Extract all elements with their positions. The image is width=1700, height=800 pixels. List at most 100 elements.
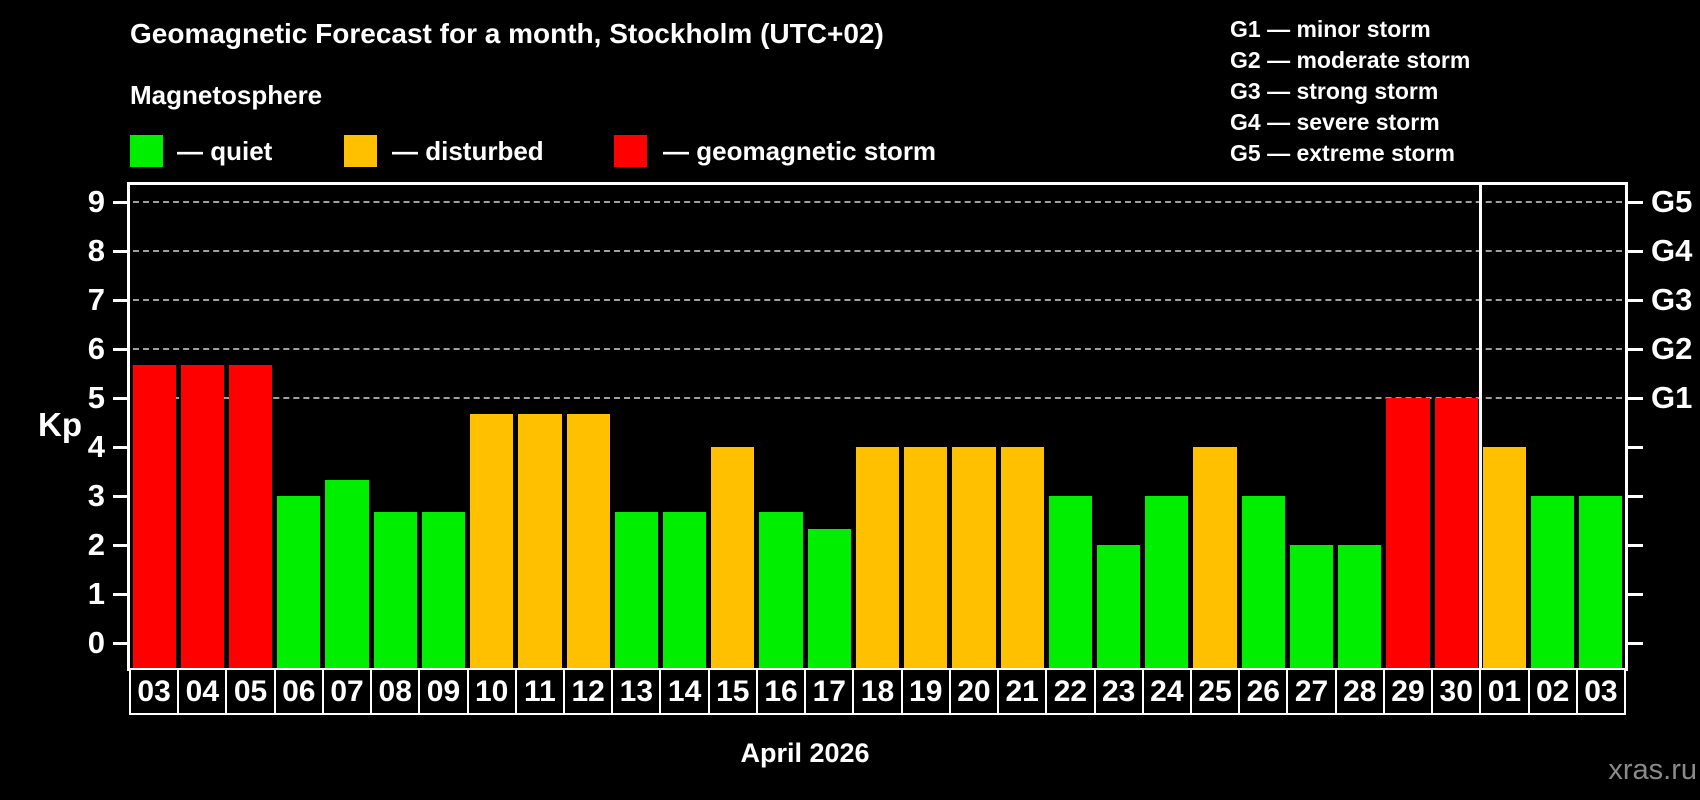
- day-label: 23: [1093, 668, 1144, 715]
- day-label: 11: [514, 668, 566, 715]
- gridline: [133, 201, 1622, 203]
- kp-bar: [759, 512, 803, 668]
- kp-bar: [1048, 496, 1092, 668]
- y-tick: [113, 494, 130, 498]
- kp-bar: [614, 512, 658, 668]
- day-label: 26: [1238, 668, 1289, 715]
- gridline: [133, 299, 1622, 301]
- kp-bar: [1531, 496, 1575, 668]
- kp-bar: [228, 365, 273, 668]
- y-tick: [113, 200, 130, 204]
- y-tick: [1626, 592, 1643, 596]
- y-tick: [1626, 445, 1643, 449]
- day-label: 03: [129, 668, 180, 715]
- g-tick-label: G3: [1651, 282, 1693, 317]
- y-tick: [113, 641, 130, 645]
- kp-tick-label: 8: [87, 233, 105, 268]
- kp-tick-label: 2: [87, 527, 105, 562]
- day-label: 05: [225, 668, 276, 715]
- kp-bar: [1338, 545, 1382, 668]
- day-label: 07: [321, 668, 373, 715]
- y-tick: [113, 347, 130, 351]
- month-label: April 2026: [740, 738, 870, 768]
- day-label: 10: [466, 668, 517, 715]
- g-legend-item: G2 — moderate storm: [1230, 47, 1471, 73]
- kp-bar: [1097, 545, 1141, 668]
- y-tick: [1626, 641, 1643, 645]
- kp-bar: [807, 528, 851, 668]
- kp-bar: [132, 365, 176, 668]
- day-label: 29: [1382, 668, 1434, 715]
- day-label: 01: [1479, 668, 1530, 715]
- day-label: 19: [900, 668, 951, 715]
- kp-tick-label: 3: [87, 478, 105, 513]
- g-scale-legend: G1 — minor storm G2 — moderate storm G3 — …: [1230, 14, 1470, 169]
- kp-tick-label: 5: [87, 380, 105, 415]
- kp-bar: [952, 447, 996, 668]
- quiet-legend-label: — quiet: [177, 136, 273, 166]
- y-tick: [113, 543, 130, 547]
- g-legend-item: G4 — severe storm: [1230, 109, 1440, 135]
- y-tick: [1626, 396, 1643, 400]
- kp-bar: [1241, 496, 1285, 668]
- kp-tick-label: 1: [87, 576, 105, 611]
- day-label: 25: [1189, 668, 1241, 715]
- g-tick-label: G1: [1651, 380, 1693, 415]
- y-tick: [1626, 298, 1643, 302]
- day-label: 08: [370, 668, 421, 715]
- kp-bar: [1386, 398, 1430, 668]
- kp-bar: [470, 414, 514, 668]
- kp-bar: [1000, 447, 1044, 668]
- g-tick-label: G2: [1651, 331, 1693, 366]
- kp-bar: [373, 512, 417, 668]
- day-label: 02: [1527, 668, 1578, 715]
- gridline: [133, 250, 1622, 252]
- kp-bar: [1289, 545, 1334, 668]
- y-tick: [1626, 347, 1643, 351]
- day-label: 24: [1141, 668, 1192, 715]
- kp-axis-title: Kp: [38, 406, 82, 443]
- kp-tick-label: 6: [87, 331, 105, 366]
- day-label: 27: [1286, 668, 1337, 715]
- kp-bar: [1482, 447, 1527, 668]
- day-label: 30: [1431, 668, 1482, 715]
- gridline: [133, 397, 1622, 399]
- g-tick-label: G5: [1651, 184, 1693, 219]
- day-label: 12: [563, 668, 614, 715]
- kp-tick-label: 7: [87, 282, 105, 317]
- day-label: 09: [418, 668, 469, 715]
- kp-tick-label: 4: [87, 429, 105, 464]
- kp-bar: [421, 512, 466, 668]
- day-label: 04: [177, 668, 228, 715]
- chart-subtitle: Magnetosphere: [130, 80, 323, 110]
- kp-bar: [1193, 447, 1237, 668]
- kp-bar: [662, 512, 707, 668]
- kp-bar: [180, 365, 224, 668]
- kp-bar: [1434, 398, 1478, 668]
- kp-bar: [904, 447, 948, 668]
- y-tick: [1626, 200, 1643, 204]
- g-tick-label: G4: [1651, 233, 1693, 268]
- disturbed-legend-label: — disturbed: [392, 136, 544, 166]
- day-label: 17: [804, 668, 855, 715]
- y-tick: [113, 298, 130, 302]
- storm-legend-swatch-icon: [614, 135, 647, 167]
- kp-bar: [855, 447, 900, 668]
- y-tick: [1626, 543, 1643, 547]
- storm-legend-label: — geomagnetic storm: [663, 136, 937, 166]
- day-label: 14: [659, 668, 710, 715]
- kp-bar: [518, 414, 562, 668]
- y-tick: [113, 396, 130, 400]
- day-label: 28: [1334, 668, 1385, 715]
- day-label: 18: [852, 668, 903, 715]
- kp-bar: [1579, 496, 1623, 668]
- kp-bar: [277, 496, 321, 668]
- kp-bar: [566, 414, 610, 668]
- y-tick: [1626, 494, 1643, 498]
- day-label: 22: [1045, 668, 1096, 715]
- kp-tick-label: 0: [87, 625, 105, 660]
- g-legend-item: G3 — strong storm: [1230, 78, 1439, 104]
- day-label: 03: [1575, 668, 1626, 715]
- day-label: 13: [611, 668, 662, 715]
- y-tick: [113, 445, 130, 449]
